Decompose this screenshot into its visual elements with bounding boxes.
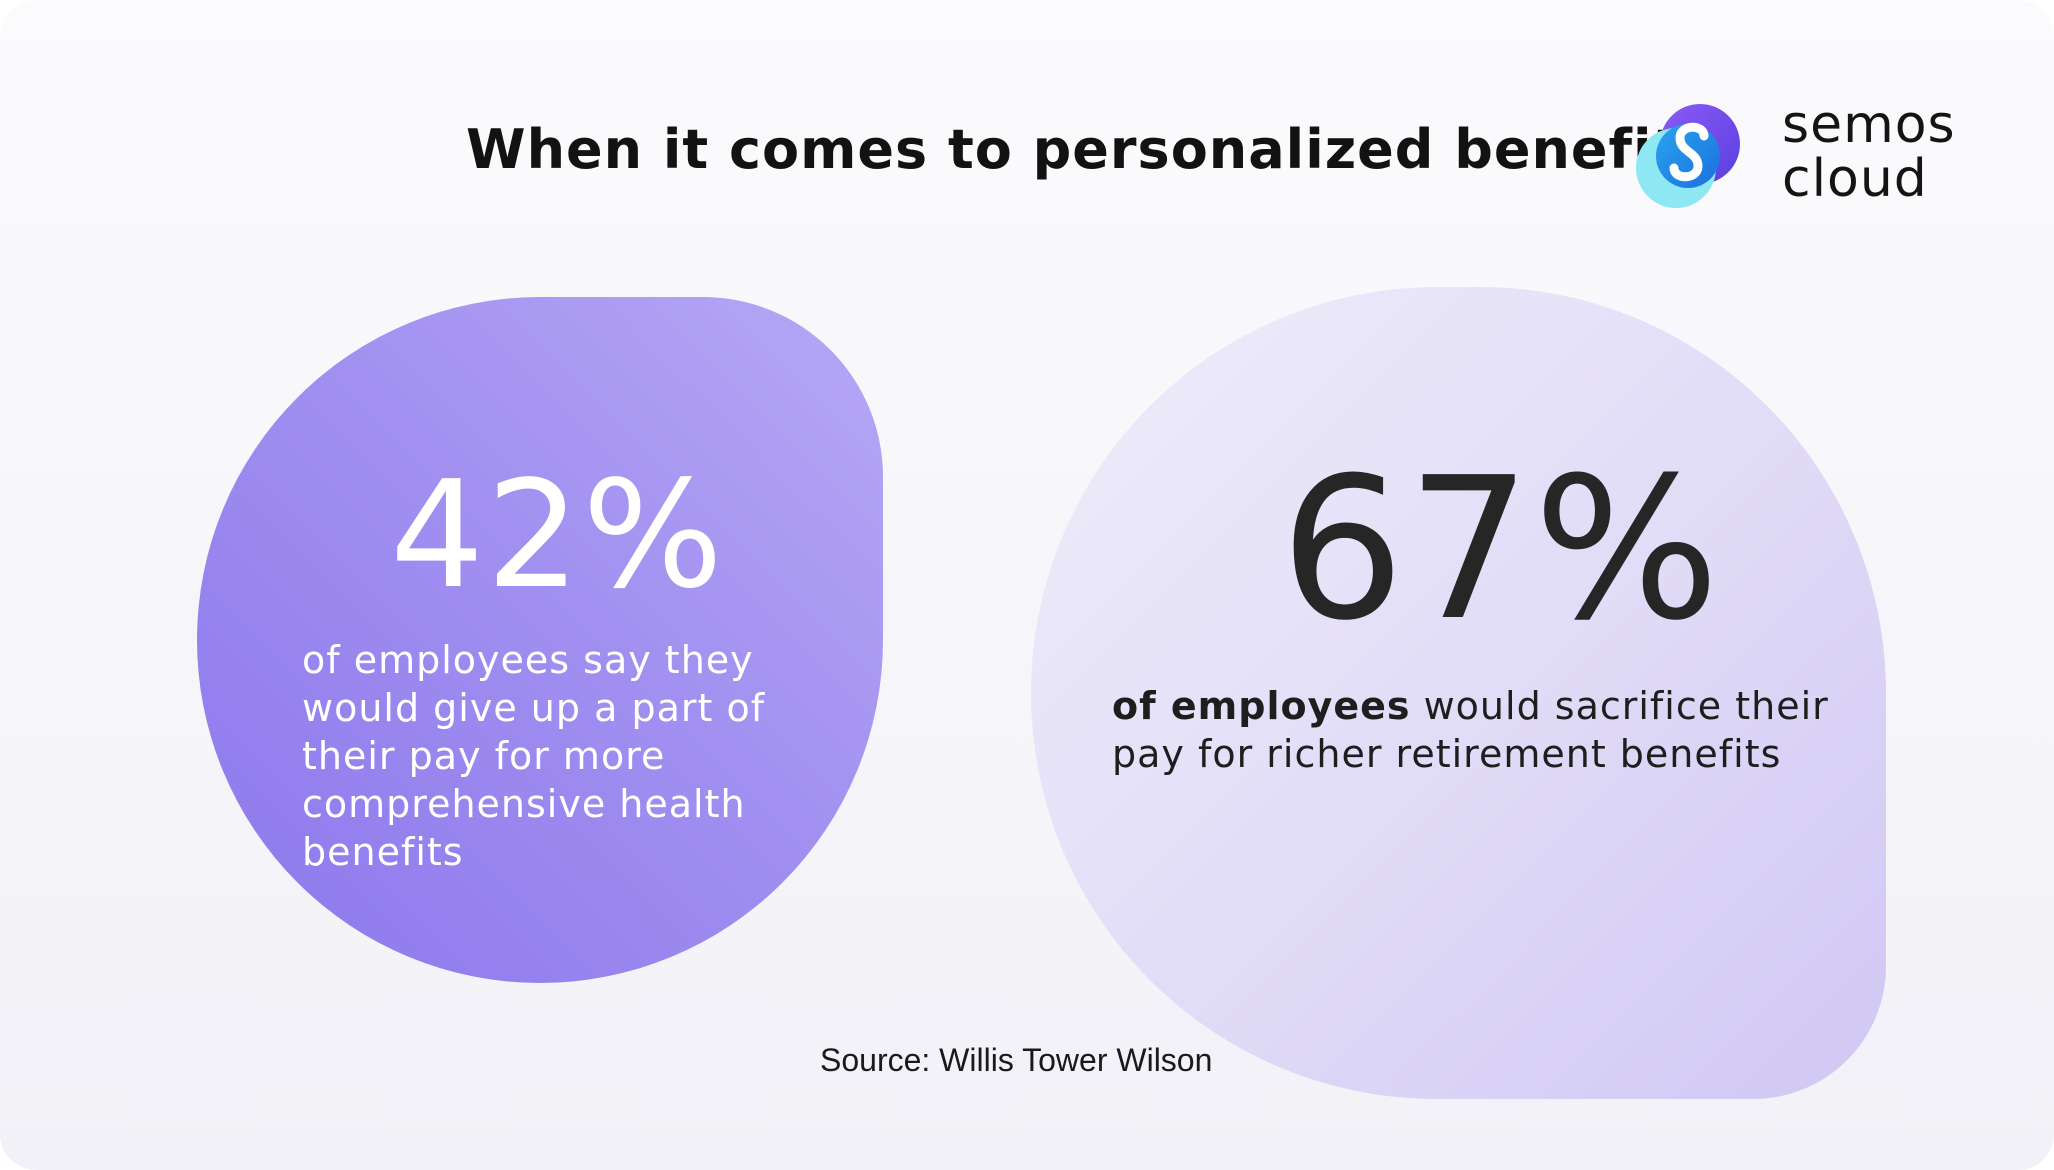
left-stat-blob (197, 297, 883, 983)
logo-wordmark: semos cloud (1782, 98, 1956, 206)
stat-42-description: of employees say they would give up a pa… (302, 638, 766, 874)
stat-42-value: 42% (390, 449, 725, 621)
stat-67-value: 67% (1280, 436, 1722, 664)
headline: When it comes to personalized benefits: (466, 118, 1736, 181)
stat-67-description: of employees would sacrifice their pay f… (1112, 682, 1872, 778)
logo-line-1: semos (1782, 95, 1956, 155)
source-citation: Source: Willis Tower Wilson (820, 1042, 1213, 1078)
semos-cloud-logo: semos cloud (1630, 96, 1970, 214)
semos-cloud-logo-icon (1636, 104, 1740, 208)
stat-67-description-rest: would sacrifice their pay for richer ret… (1112, 684, 1829, 776)
stat-67-description-bold: of employees (1112, 684, 1411, 728)
right-stat-blob (1031, 287, 1886, 1099)
logo-line-2: cloud (1782, 149, 1928, 209)
